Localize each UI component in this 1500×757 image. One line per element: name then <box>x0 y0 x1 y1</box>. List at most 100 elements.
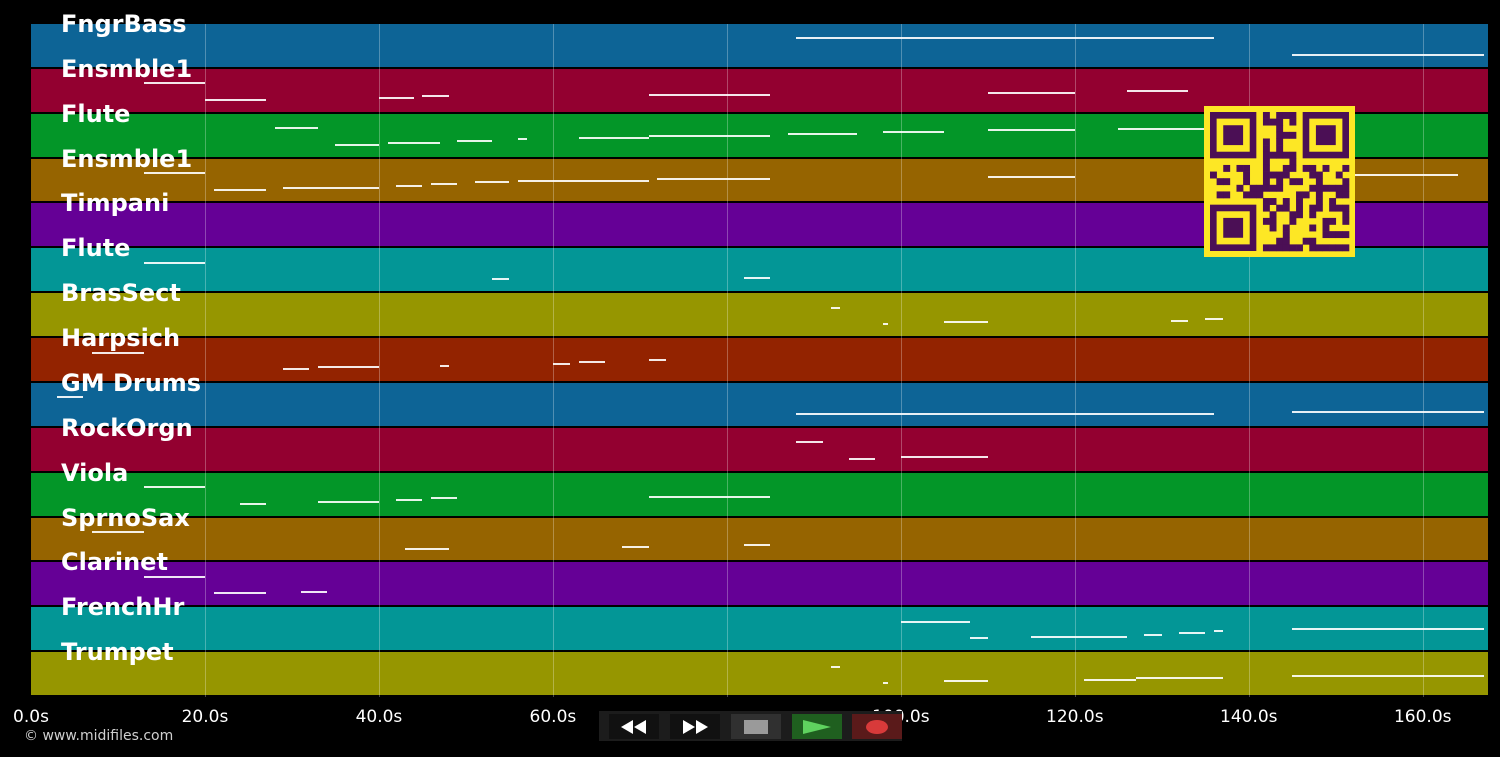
record-icon <box>866 719 888 734</box>
note-bar <box>987 91 1075 94</box>
note-bar <box>848 457 875 460</box>
note-bar <box>204 98 266 101</box>
grid-line <box>552 24 554 697</box>
track-row[interactable] <box>31 427 1488 473</box>
note-bar <box>796 412 1214 415</box>
note-bar <box>405 547 449 550</box>
note-bar <box>431 497 458 500</box>
note-bar <box>439 364 449 367</box>
track-row[interactable] <box>31 652 1488 697</box>
note-bar <box>518 138 527 141</box>
note-bar <box>796 37 1214 40</box>
track-label: Viola <box>61 458 129 487</box>
track-label: Clarinet <box>61 548 168 577</box>
note-bar <box>883 131 945 134</box>
record-button[interactable] <box>852 714 902 739</box>
time-tick-label: 0.0s <box>13 707 49 727</box>
track-label: Ensmble1 <box>61 54 193 83</box>
note-bar <box>283 368 310 371</box>
note-bar <box>1292 54 1484 57</box>
note-bar <box>144 82 205 85</box>
note-bar <box>274 127 319 130</box>
note-bar <box>144 575 205 578</box>
note-bar <box>787 133 858 135</box>
note-bar <box>648 134 771 137</box>
note-bar <box>944 321 988 324</box>
time-tick-label: 120.0s <box>1046 707 1104 727</box>
note-bar <box>744 276 771 279</box>
note-bar <box>492 278 510 281</box>
note-bar <box>900 620 971 623</box>
track-row[interactable] <box>31 517 1488 563</box>
track-label: Harpsich <box>61 324 181 353</box>
grid-line <box>900 24 902 697</box>
note-bar <box>318 500 379 503</box>
track-row[interactable] <box>31 607 1488 653</box>
track-row[interactable] <box>31 24 1488 69</box>
note-bar <box>283 186 379 189</box>
track-row[interactable] <box>31 472 1488 518</box>
note-bar <box>648 359 666 362</box>
grid-line <box>726 24 728 697</box>
note-bar <box>1127 89 1188 92</box>
track-row[interactable] <box>31 293 1488 339</box>
note-bar <box>1292 411 1484 414</box>
track-row[interactable] <box>31 338 1488 383</box>
track-label: Timpani <box>61 189 170 218</box>
note-bar <box>1031 635 1127 638</box>
note-bar <box>213 188 266 191</box>
note-bar <box>622 545 649 548</box>
play-icon <box>803 719 831 734</box>
note-bar <box>987 176 1075 179</box>
stop-button[interactable] <box>731 714 781 739</box>
fast-forward-button[interactable] <box>670 714 720 739</box>
grid-line <box>1074 24 1076 697</box>
track-row[interactable] <box>31 382 1488 428</box>
note-bar <box>457 140 492 143</box>
track-row[interactable] <box>31 562 1488 608</box>
note-bar <box>91 351 145 354</box>
track-label: Ensmble1 <box>61 144 193 173</box>
track-label: Flute <box>61 234 131 263</box>
note-bar <box>213 592 266 595</box>
note-bar <box>552 362 571 365</box>
note-bar <box>239 502 266 505</box>
note-bar <box>657 177 771 180</box>
note-bar <box>883 682 888 685</box>
note-bar <box>579 136 649 139</box>
note-bar <box>1083 678 1136 681</box>
note-bar <box>1118 127 1206 130</box>
note-bar <box>144 172 205 175</box>
note-bar <box>474 181 510 184</box>
note-bar <box>1213 630 1223 633</box>
grid-line <box>378 24 380 697</box>
playback-controls <box>599 711 902 741</box>
note-bar <box>1292 628 1484 631</box>
track-label: BrasSect <box>61 279 181 308</box>
note-bar <box>579 360 606 363</box>
time-tick-label: 40.0s <box>355 707 403 727</box>
copyright-text: © www.midifiles.com <box>24 728 174 744</box>
note-bar <box>1292 675 1484 677</box>
note-bar <box>883 323 888 326</box>
note-bar <box>1135 676 1223 679</box>
note-bar <box>1205 317 1223 320</box>
note-bar <box>144 261 205 264</box>
rewind-button[interactable] <box>609 714 659 739</box>
time-tick-label: 140.0s <box>1220 707 1278 727</box>
note-bar <box>900 456 988 459</box>
note-bar <box>518 179 649 182</box>
note-bar <box>987 129 1075 132</box>
qr-code <box>1204 106 1355 257</box>
note-bar <box>144 486 205 489</box>
note-bar <box>648 495 771 498</box>
note-bar <box>1170 319 1188 322</box>
play-button[interactable] <box>792 714 842 739</box>
track-label: SprnoSax <box>61 503 190 532</box>
time-tick-label: 160.0s <box>1393 707 1452 727</box>
note-bar <box>1179 631 1206 634</box>
note-bar <box>318 366 379 369</box>
note-bar <box>944 680 988 683</box>
note-bar <box>648 93 771 96</box>
track-label: FrenchHr <box>61 593 185 622</box>
